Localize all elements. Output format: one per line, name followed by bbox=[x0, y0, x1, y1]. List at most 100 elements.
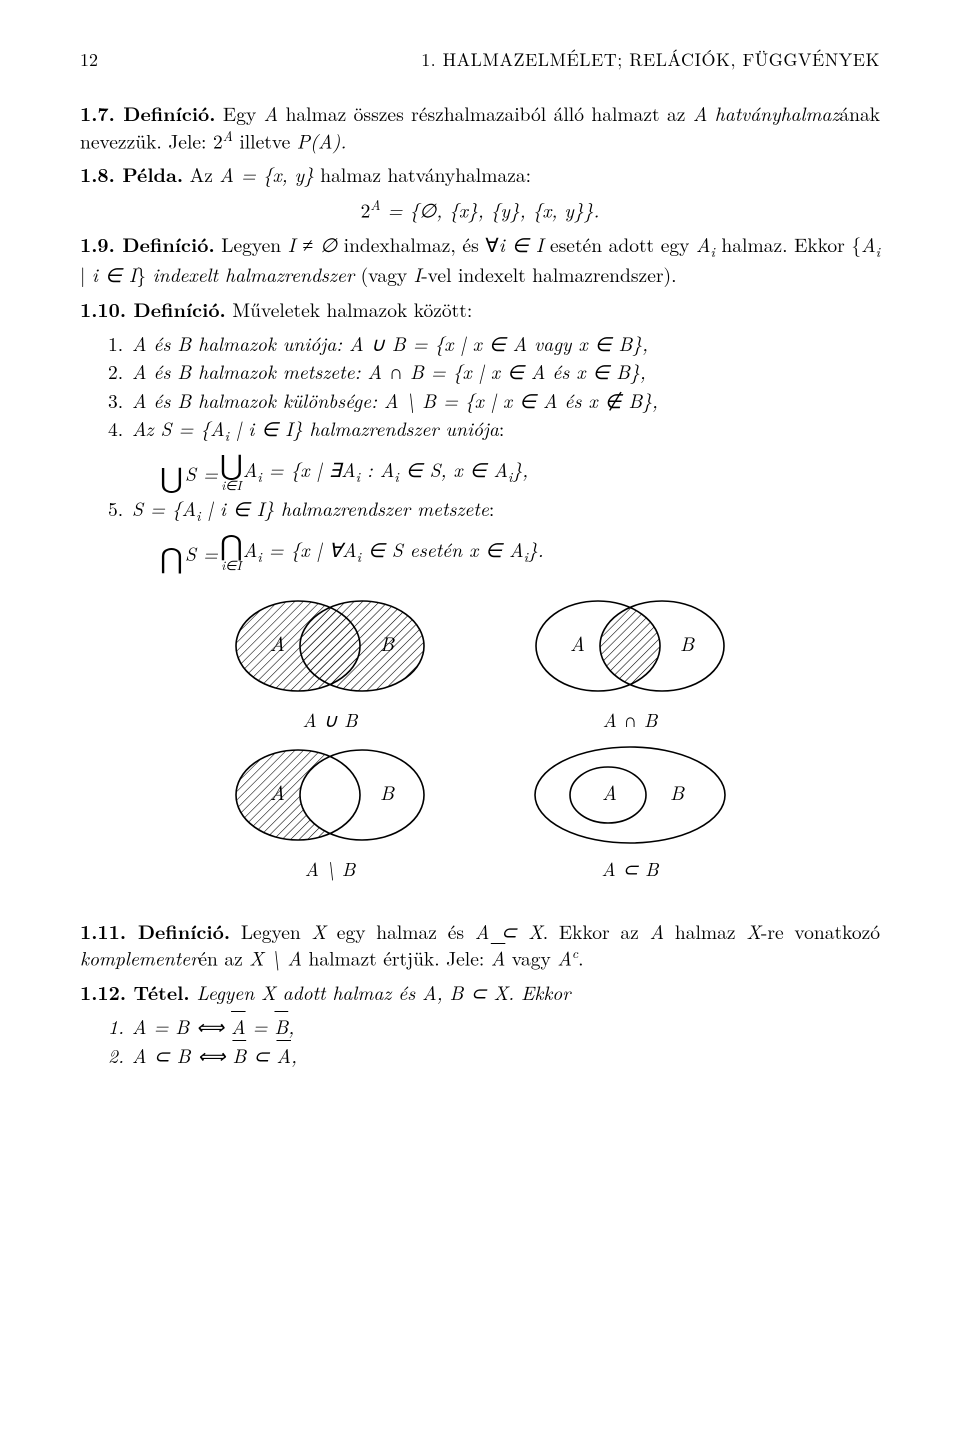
t: : A bbox=[360, 455, 394, 483]
theorem-list: 1. A = B ⟺ A = B, 2. A ⊂ B ⟺ B ⊂ A, bbox=[80, 1013, 880, 1068]
rhs: Ai = {x | ∀Ai ∈ S esetén x ∈ Ai}. bbox=[243, 536, 544, 567]
op-big-inter: 5. S = {Ai | i ∈ I} halmazrendszer metsz… bbox=[108, 495, 880, 526]
X: X bbox=[746, 917, 761, 945]
t: = {x | ∃A bbox=[262, 455, 356, 483]
text: Műveletek halmazok között: bbox=[226, 295, 472, 323]
theorem-1-12: 1.12. Tétel. Legyen X adott halmaz és A,… bbox=[80, 979, 880, 1005]
t: ∈ S, x ∈ A bbox=[399, 455, 508, 483]
big-inter-formula: ⋂ S = ⋂ i∈I Ai = {x | ∀Ai ∈ S esetén x ∈… bbox=[160, 530, 880, 571]
operation-list-2: 5. S = {Ai | i ∈ I} halmazrendszer metsz… bbox=[80, 495, 880, 526]
ex-number: 1.8. Példa. bbox=[80, 160, 183, 188]
num: 1. bbox=[108, 330, 132, 356]
def-number: 1.11. Definíció. bbox=[80, 917, 230, 945]
venn-row-1: A B A ∪ B A B A ∩ B bbox=[220, 591, 740, 733]
text: indexhalmaz, és ∀ bbox=[337, 230, 499, 258]
ai: A bbox=[861, 230, 876, 258]
text: (vagy bbox=[354, 260, 414, 288]
XA: X \ A bbox=[249, 944, 302, 972]
label-B: B bbox=[380, 628, 395, 657]
eq: : A ∩ B = {x | x ∈ A és x ∈ B}, bbox=[355, 357, 646, 385]
text: halmaz. Ekkor { bbox=[715, 230, 861, 258]
body: A és B halmazok metszete: A ∩ B = {x | x… bbox=[132, 358, 880, 384]
thm-item-2: 2. A ⊂ B ⟺ B ⊂ A, bbox=[108, 1042, 880, 1068]
body: A és B halmazok különbsége: A \ B = {x |… bbox=[132, 387, 880, 413]
text: halmaz hatványhalmaza: bbox=[314, 160, 531, 188]
Ac: A bbox=[557, 944, 572, 972]
definition-1-10: 1.10. Definíció. Műveletek halmazok közö… bbox=[80, 296, 880, 322]
definition-1-11: 1.11. Definíció. Legyen X egy halmaz és … bbox=[80, 918, 880, 971]
t: vagy bbox=[505, 944, 557, 972]
label-A: A bbox=[570, 628, 585, 657]
text: -vel indexelt halmazrendszer). bbox=[421, 260, 676, 288]
text: Egy bbox=[223, 99, 264, 127]
page-header: 12 1. HALMAZELMÉLET; RELÁCIÓK, FÜGGVÉNYE… bbox=[80, 48, 880, 72]
eq: : A ∪ B = {x | x ∈ A vagy x ∈ B}, bbox=[336, 329, 648, 357]
t: S = {A bbox=[132, 494, 196, 522]
example-1-8-formula: 2A = {∅, {x}, {y}, {x, y}}. bbox=[80, 196, 880, 223]
sub: i∈I bbox=[221, 478, 241, 491]
t: halmaz bbox=[664, 917, 746, 945]
t: ⊂ bbox=[246, 1041, 276, 1069]
def-number: 1.10. Definíció. bbox=[80, 295, 226, 323]
term: A és B halmazok különbsége bbox=[132, 386, 371, 414]
text: esetén adott egy bbox=[543, 230, 696, 258]
text: Legyen bbox=[215, 230, 288, 258]
eq: I ≠ ∅ bbox=[288, 230, 337, 258]
num: 3. bbox=[108, 387, 132, 413]
caption: A ⊂ B bbox=[601, 856, 658, 882]
rhs: = {∅, {x}, {y}, {x, y}}. bbox=[381, 195, 600, 223]
text: halmaz összes részhalmazaiból álló halma… bbox=[278, 99, 693, 127]
t: ∈ S esetén x ∈ A bbox=[361, 535, 524, 563]
body: Az S = {Ai | i ∈ I} halmazrendszer uniój… bbox=[132, 415, 880, 446]
label-B: B bbox=[680, 628, 695, 657]
t: , bbox=[291, 1041, 297, 1069]
def-number: 1.9. Definíció. bbox=[80, 230, 215, 258]
t: }, bbox=[512, 455, 528, 483]
t: én az bbox=[198, 944, 249, 972]
sub: i∈I bbox=[221, 558, 241, 571]
eq: i ∈ I bbox=[92, 260, 136, 288]
colon: : bbox=[499, 414, 504, 442]
num: 2. bbox=[108, 358, 132, 384]
Abar: A bbox=[231, 1012, 246, 1040]
term: S = {Ai | i ∈ I} halmazrendszer metszete bbox=[132, 494, 489, 522]
op-big-union: 4. Az S = {Ai | i ∈ I} halmazrendszer un… bbox=[108, 415, 880, 446]
t: egy halmaz és bbox=[326, 917, 475, 945]
caption: A \ B bbox=[305, 856, 356, 882]
body: A és B halmazok uniója: A ∪ B = {x | x ∈… bbox=[132, 330, 880, 356]
Bbar: B bbox=[274, 1012, 288, 1040]
Abar: A bbox=[276, 1041, 291, 1069]
term: A és B halmazok uniója bbox=[132, 329, 336, 357]
text: illetve bbox=[233, 126, 297, 154]
sub-i: i bbox=[876, 241, 880, 261]
term-hatvanyhalmaz: hatványhalmaz bbox=[715, 99, 840, 127]
venn-diff-svg: A B bbox=[220, 740, 440, 850]
eq: A = {x, y} bbox=[219, 160, 313, 188]
bigcup-icon: ⋃ bbox=[160, 463, 183, 491]
label-A: A bbox=[602, 777, 617, 806]
definition-1-9: 1.9. Definíció. Legyen I ≠ ∅ indexhalmaz… bbox=[80, 231, 880, 288]
venn-inter-svg: A B bbox=[520, 591, 740, 701]
term: A és B halmazok metszete bbox=[132, 357, 355, 385]
body: S = {Ai | i ∈ I} halmazrendszer metszete… bbox=[132, 495, 880, 526]
t: A ⊂ B ⟺ bbox=[132, 1041, 232, 1069]
example-1-8: 1.8. Példa. Az A = {x, y} halmaz hatvány… bbox=[80, 161, 880, 187]
venn-union-svg: A B bbox=[220, 591, 440, 701]
num: 5. bbox=[108, 495, 132, 526]
venn-row-2: A B A \ B A B A ⊂ B bbox=[220, 740, 740, 882]
t: }. bbox=[528, 535, 544, 563]
def-number: 1.7. Definíció. bbox=[80, 99, 216, 127]
t: , bbox=[288, 1012, 294, 1040]
operation-list: 1. A és B halmazok uniója: A ∪ B = {x | … bbox=[80, 330, 880, 446]
venn-intersection: A B A ∩ B bbox=[520, 591, 740, 733]
t: | i ∈ I} halmazrendszer metszete bbox=[200, 494, 488, 522]
definition-1-7: 1.7. Definíció. Egy A halmaz összes rész… bbox=[80, 100, 880, 153]
chapter-title: 1. HALMAZELMÉLET; RELÁCIÓK, FÜGGVÉNYEK bbox=[421, 48, 880, 72]
op-union: 1. A és B halmazok uniója: A ∪ B = {x | … bbox=[108, 330, 880, 356]
sym-A: A bbox=[264, 99, 279, 127]
Bbar: B bbox=[232, 1041, 246, 1069]
thm-item-1: 1. A = B ⟺ A = B, bbox=[108, 1013, 880, 1039]
bigcap-icon: ⋂ bbox=[220, 530, 243, 558]
eq: A ⊂ B ⟺ B ⊂ A, bbox=[132, 1042, 880, 1068]
eq: : A \ B = {x | x ∈ A és x ∉ B}, bbox=[371, 386, 658, 414]
